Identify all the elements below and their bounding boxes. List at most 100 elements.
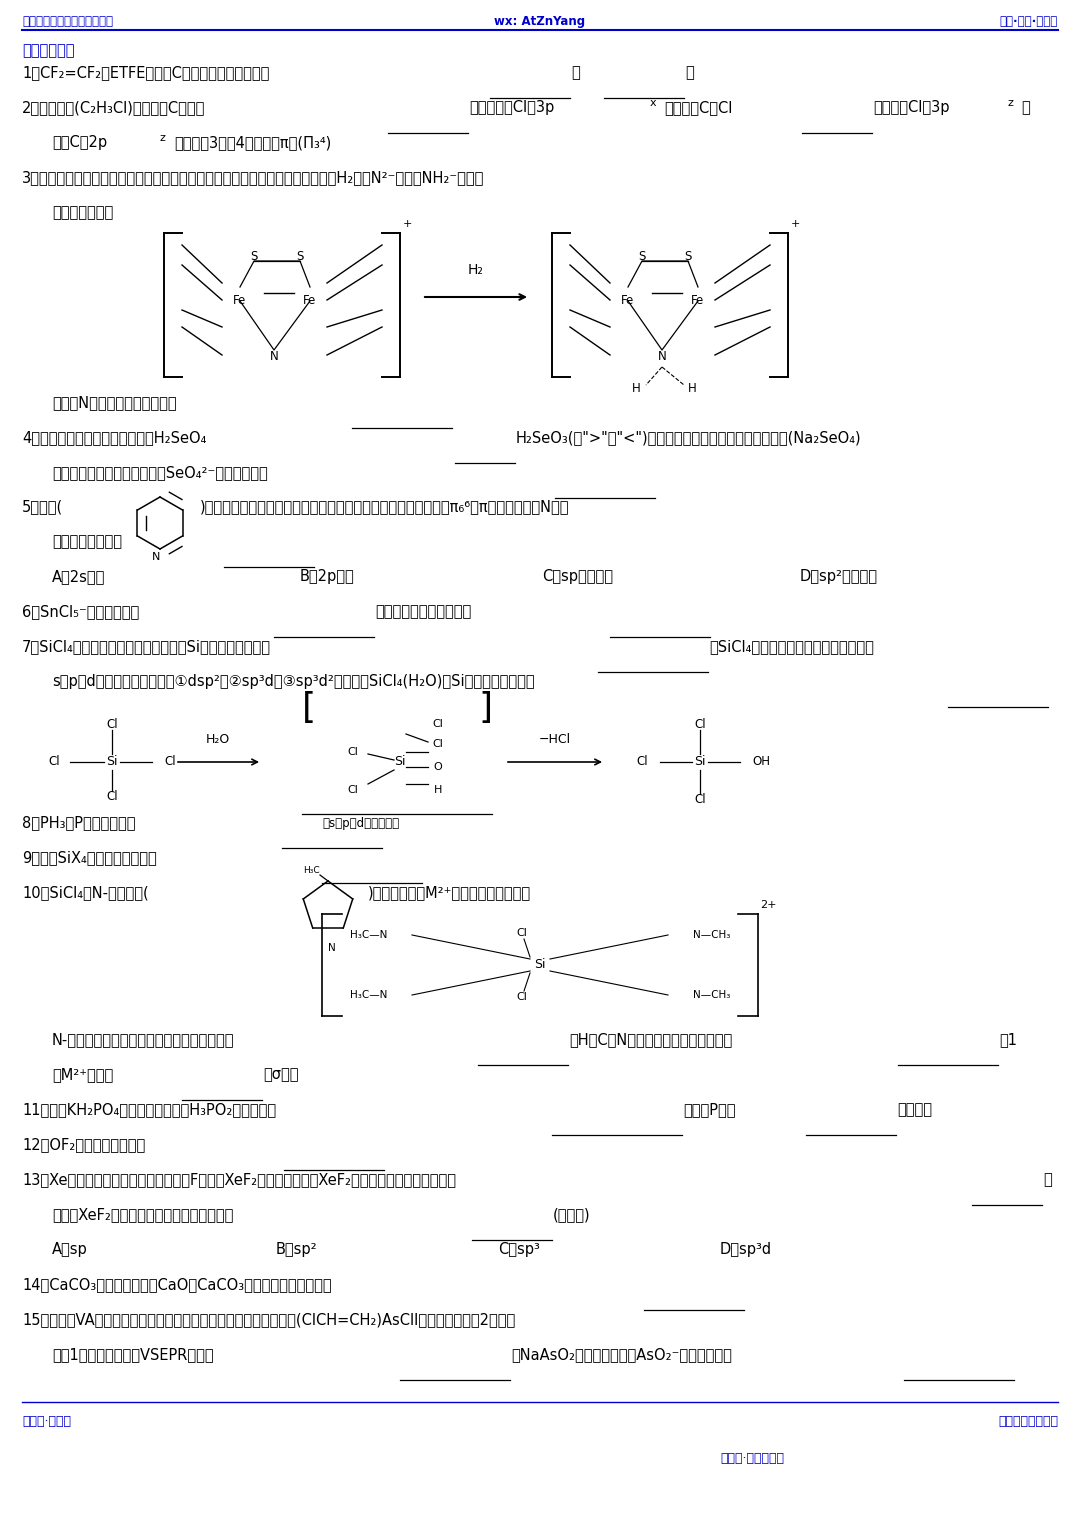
Text: Fe: Fe (303, 295, 316, 307)
Text: 杂化轨道与Cl的3p: 杂化轨道与Cl的3p (469, 99, 554, 115)
Text: )替代苯也可形成类似的笼形包合物。已知吡啶中含有与苯类似的π₆⁶大π键，则吡啶中N原子: )替代苯也可形成类似的笼形包合物。已知吡啶中含有与苯类似的π₆⁶大π键，则吡啶中… (200, 499, 569, 515)
Text: 6．SnCl₅⁻的几何构型为: 6．SnCl₅⁻的几何构型为 (22, 605, 139, 618)
Text: OH: OH (752, 756, 770, 768)
Text: 13．Xe是第五周期的稀有气体元素，与F形成的XeF₂室温下易升华。XeF₂中心原子的价层电子对数为: 13．Xe是第五周期的稀有气体元素，与F形成的XeF₂室温下易升华。XeF₂中心… (22, 1173, 456, 1186)
Text: ，其中P采取: ，其中P采取 (683, 1102, 735, 1116)
Text: 子、1个氯原子形成的VSEPR模型为: 子、1个氯原子形成的VSEPR模型为 (52, 1347, 214, 1362)
Text: Fe: Fe (691, 295, 704, 307)
Text: A．2s轨道: A．2s轨道 (52, 570, 106, 583)
Text: N: N (328, 944, 336, 953)
Text: H: H (688, 382, 697, 395)
Text: Cl: Cl (516, 928, 527, 938)
Text: D．sp³d: D．sp³d (720, 1241, 772, 1257)
Text: Cl: Cl (164, 756, 176, 768)
Text: Cl: Cl (347, 747, 357, 757)
Text: C．sp杂化轨道: C．sp杂化轨道 (542, 570, 613, 583)
Text: 。NaAsO₂可用作杀虫剂，AsO₂⁻的空间构型为: 。NaAsO₂可用作杀虫剂，AsO₂⁻的空间构型为 (511, 1347, 732, 1362)
Text: 轨道形成C－Cl: 轨道形成C－Cl (664, 99, 732, 115)
Text: 15．砷为第VA族元素，砷可以与某些有机基团形成有机化合物，如(ClCH=CH₂)AsClI，其中砷原子与2个碳原: 15．砷为第VA族元素，砷可以与某些有机基团形成有机化合物，如(ClCH=CH₂… (22, 1312, 515, 1327)
Text: 7．SiCl₄是生产高纯硅的前驱体，其中Si采取的杂化类型为: 7．SiCl₄是生产高纯硅的前驱体，其中Si采取的杂化类型为 (22, 638, 271, 654)
Text: 道与C的2p: 道与C的2p (52, 134, 107, 150)
Text: H: H (434, 785, 442, 796)
Text: 1．CF₂=CF₂和ETFE分子中C的杂化轨道类型分别为: 1．CF₂=CF₂和ETFE分子中C的杂化轨道类型分别为 (22, 66, 269, 79)
Text: A．sp: A．sp (52, 1241, 87, 1257)
Text: ，1: ，1 (999, 1032, 1017, 1048)
Text: 物质结构与性质大题逐空突破: 物质结构与性质大题逐空突破 (22, 15, 113, 27)
Text: 8．PH₃中P的杂化类型是: 8．PH₃中P的杂化类型是 (22, 815, 135, 831)
Text: wx: AtZnYang: wx: AtZnYang (495, 15, 585, 27)
Text: N-甲基咪唑分子中碳原子的杂化轨道道类型为: N-甲基咪唑分子中碳原子的杂化轨道道类型为 (52, 1032, 234, 1048)
Text: B．sp²: B．sp² (276, 1241, 318, 1257)
Text: 赵努力·赵苦追: 赵努力·赵苦追 (22, 1416, 71, 1428)
Text: ]: ] (478, 692, 492, 725)
Text: 产物中N原子的杂化轨道类型为: 产物中N原子的杂化轨道类型为 (52, 395, 177, 411)
Text: Cl: Cl (433, 739, 444, 750)
Text: 轨: 轨 (1021, 99, 1029, 115)
Text: 。SiCl₄可发生水解反应，机理如下，含: 。SiCl₄可发生水解反应，机理如下，含 (708, 638, 874, 654)
Text: H₂O: H₂O (206, 733, 230, 747)
Text: 轨道形成3中心4电子的大π键(Π₃⁴): 轨道形成3中心4电子的大π键(Π₃⁴) (174, 134, 332, 150)
Text: 2．一氯乙烯(C₂H₃Cl)分子中，C的一个: 2．一氯乙烯(C₂H₃Cl)分子中，C的一个 (22, 99, 205, 115)
Text: [: [ (302, 692, 316, 725)
Text: H: H (632, 382, 640, 395)
Text: H₂: H₂ (468, 263, 484, 276)
Text: 10．SiCl₄与N-甲基咪唑(: 10．SiCl₄与N-甲基咪唑( (22, 886, 149, 899)
Text: Cl: Cl (694, 794, 706, 806)
Text: H₂SeO₃(填">"或"<")。研究发现，给小鼠喂食适量硒酸钠(Na₂SeO₄): H₂SeO₃(填">"或"<")。研究发现，给小鼠喂食适量硒酸钠(Na₂SeO₄… (516, 431, 862, 444)
Text: O: O (434, 762, 443, 773)
Text: S: S (638, 250, 646, 264)
Text: 9．气态SiX₄分子的空间构型是: 9．气态SiX₄分子的空间构型是 (22, 851, 157, 864)
Text: 和: 和 (571, 66, 580, 79)
Text: 5．吡啶(: 5．吡啶( (22, 499, 64, 515)
Text: S: S (251, 250, 258, 264)
Text: 2+: 2+ (760, 899, 777, 910)
Text: Cl: Cl (106, 718, 118, 730)
Text: Cl: Cl (516, 993, 527, 1002)
Text: Cl: Cl (636, 756, 648, 768)
Text: z: z (1008, 98, 1014, 108)
Text: N: N (658, 351, 666, 363)
Text: z: z (160, 133, 166, 144)
Text: H₃C: H₃C (303, 866, 320, 875)
Text: )反应可以得到M²⁺，其结构如图所示：: )反应可以得到M²⁺，其结构如图所示： (368, 886, 531, 899)
Text: (填标号): (填标号) (553, 1206, 591, 1222)
Text: Fe: Fe (621, 295, 635, 307)
Text: x: x (650, 98, 657, 108)
Text: 湖北·武汉·杨老师: 湖北·武汉·杨老师 (1000, 15, 1058, 27)
Text: 可减轻重金属铊引起的中毒。SeO₄²⁻的立体构型为: 可减轻重金属铊引起的中毒。SeO₄²⁻的立体构型为 (52, 466, 268, 479)
Text: 个M²⁺中含有: 个M²⁺中含有 (52, 1067, 113, 1083)
Text: 键，并且Cl的3p: 键，并且Cl的3p (873, 99, 949, 115)
Text: H₃C—N: H₃C—N (350, 930, 388, 941)
Text: N: N (152, 551, 160, 562)
Text: Cl: Cl (106, 791, 118, 803)
Text: Si: Si (535, 959, 545, 971)
Text: −HCl: −HCl (539, 733, 571, 747)
Text: 公众号·化学教与学: 公众号·化学教与学 (720, 1452, 784, 1464)
Text: Cl: Cl (433, 719, 444, 728)
Text: 12．OF₂分子的空间构型为: 12．OF₂分子的空间构型为 (22, 1138, 145, 1151)
Text: 杂化方式: 杂化方式 (897, 1102, 932, 1116)
Text: ，: ， (1043, 1173, 1052, 1186)
Text: Cl: Cl (347, 785, 357, 796)
Text: N—CH₃: N—CH₃ (692, 989, 730, 1000)
Text: 4．硒的两种含氧酸的酸性强弱为H₂SeO₄: 4．硒的两种含氧酸的酸性强弱为H₂SeO₄ (22, 431, 206, 444)
Text: Cl: Cl (49, 756, 60, 768)
Text: Fe: Fe (233, 295, 246, 307)
Text: ，H、C、N的电负性由大到小的顺序为: ，H、C、N的电负性由大到小的顺序为 (569, 1032, 732, 1048)
Text: 11．已知KH₂PO₄是次磷酸的正盐，H₃PO₂的结构式为: 11．已知KH₂PO₄是次磷酸的正盐，H₃PO₂的结构式为 (22, 1102, 276, 1116)
Text: S: S (685, 250, 691, 264)
Text: N: N (270, 351, 279, 363)
Text: H₃C—N: H₃C—N (350, 989, 388, 1000)
Text: S: S (296, 250, 303, 264)
Text: 【题组训练】: 【题组训练】 (22, 43, 75, 58)
Text: D．sp²杂化轨道: D．sp²杂化轨道 (800, 570, 878, 583)
Text: +: + (403, 218, 413, 229)
Text: 3．科学家近期合成了一种固氮酶模型配合物，该物质可以在温和条件下直接活化H₂，将N²⁻转化为NH₂⁻，反应: 3．科学家近期合成了一种固氮酶模型配合物，该物质可以在温和条件下直接活化H₂，将… (22, 169, 484, 185)
Text: Si: Si (106, 756, 118, 768)
Text: 14．CaCO₃高温分解可制得CaO。CaCO₃中阴离子的空间构型为: 14．CaCO₃高温分解可制得CaO。CaCO₃中阴离子的空间构型为 (22, 1277, 332, 1292)
Text: 的孤对电子对占据: 的孤对电子对占据 (52, 534, 122, 550)
Text: N—CH₃: N—CH₃ (692, 930, 730, 941)
Text: Cl: Cl (694, 718, 706, 730)
Text: ，其中心离子杂化方式为: ，其中心离子杂化方式为 (375, 605, 471, 618)
Text: 含s、p、d轨道的杂化: 含s、p、d轨道的杂化 (322, 817, 400, 831)
